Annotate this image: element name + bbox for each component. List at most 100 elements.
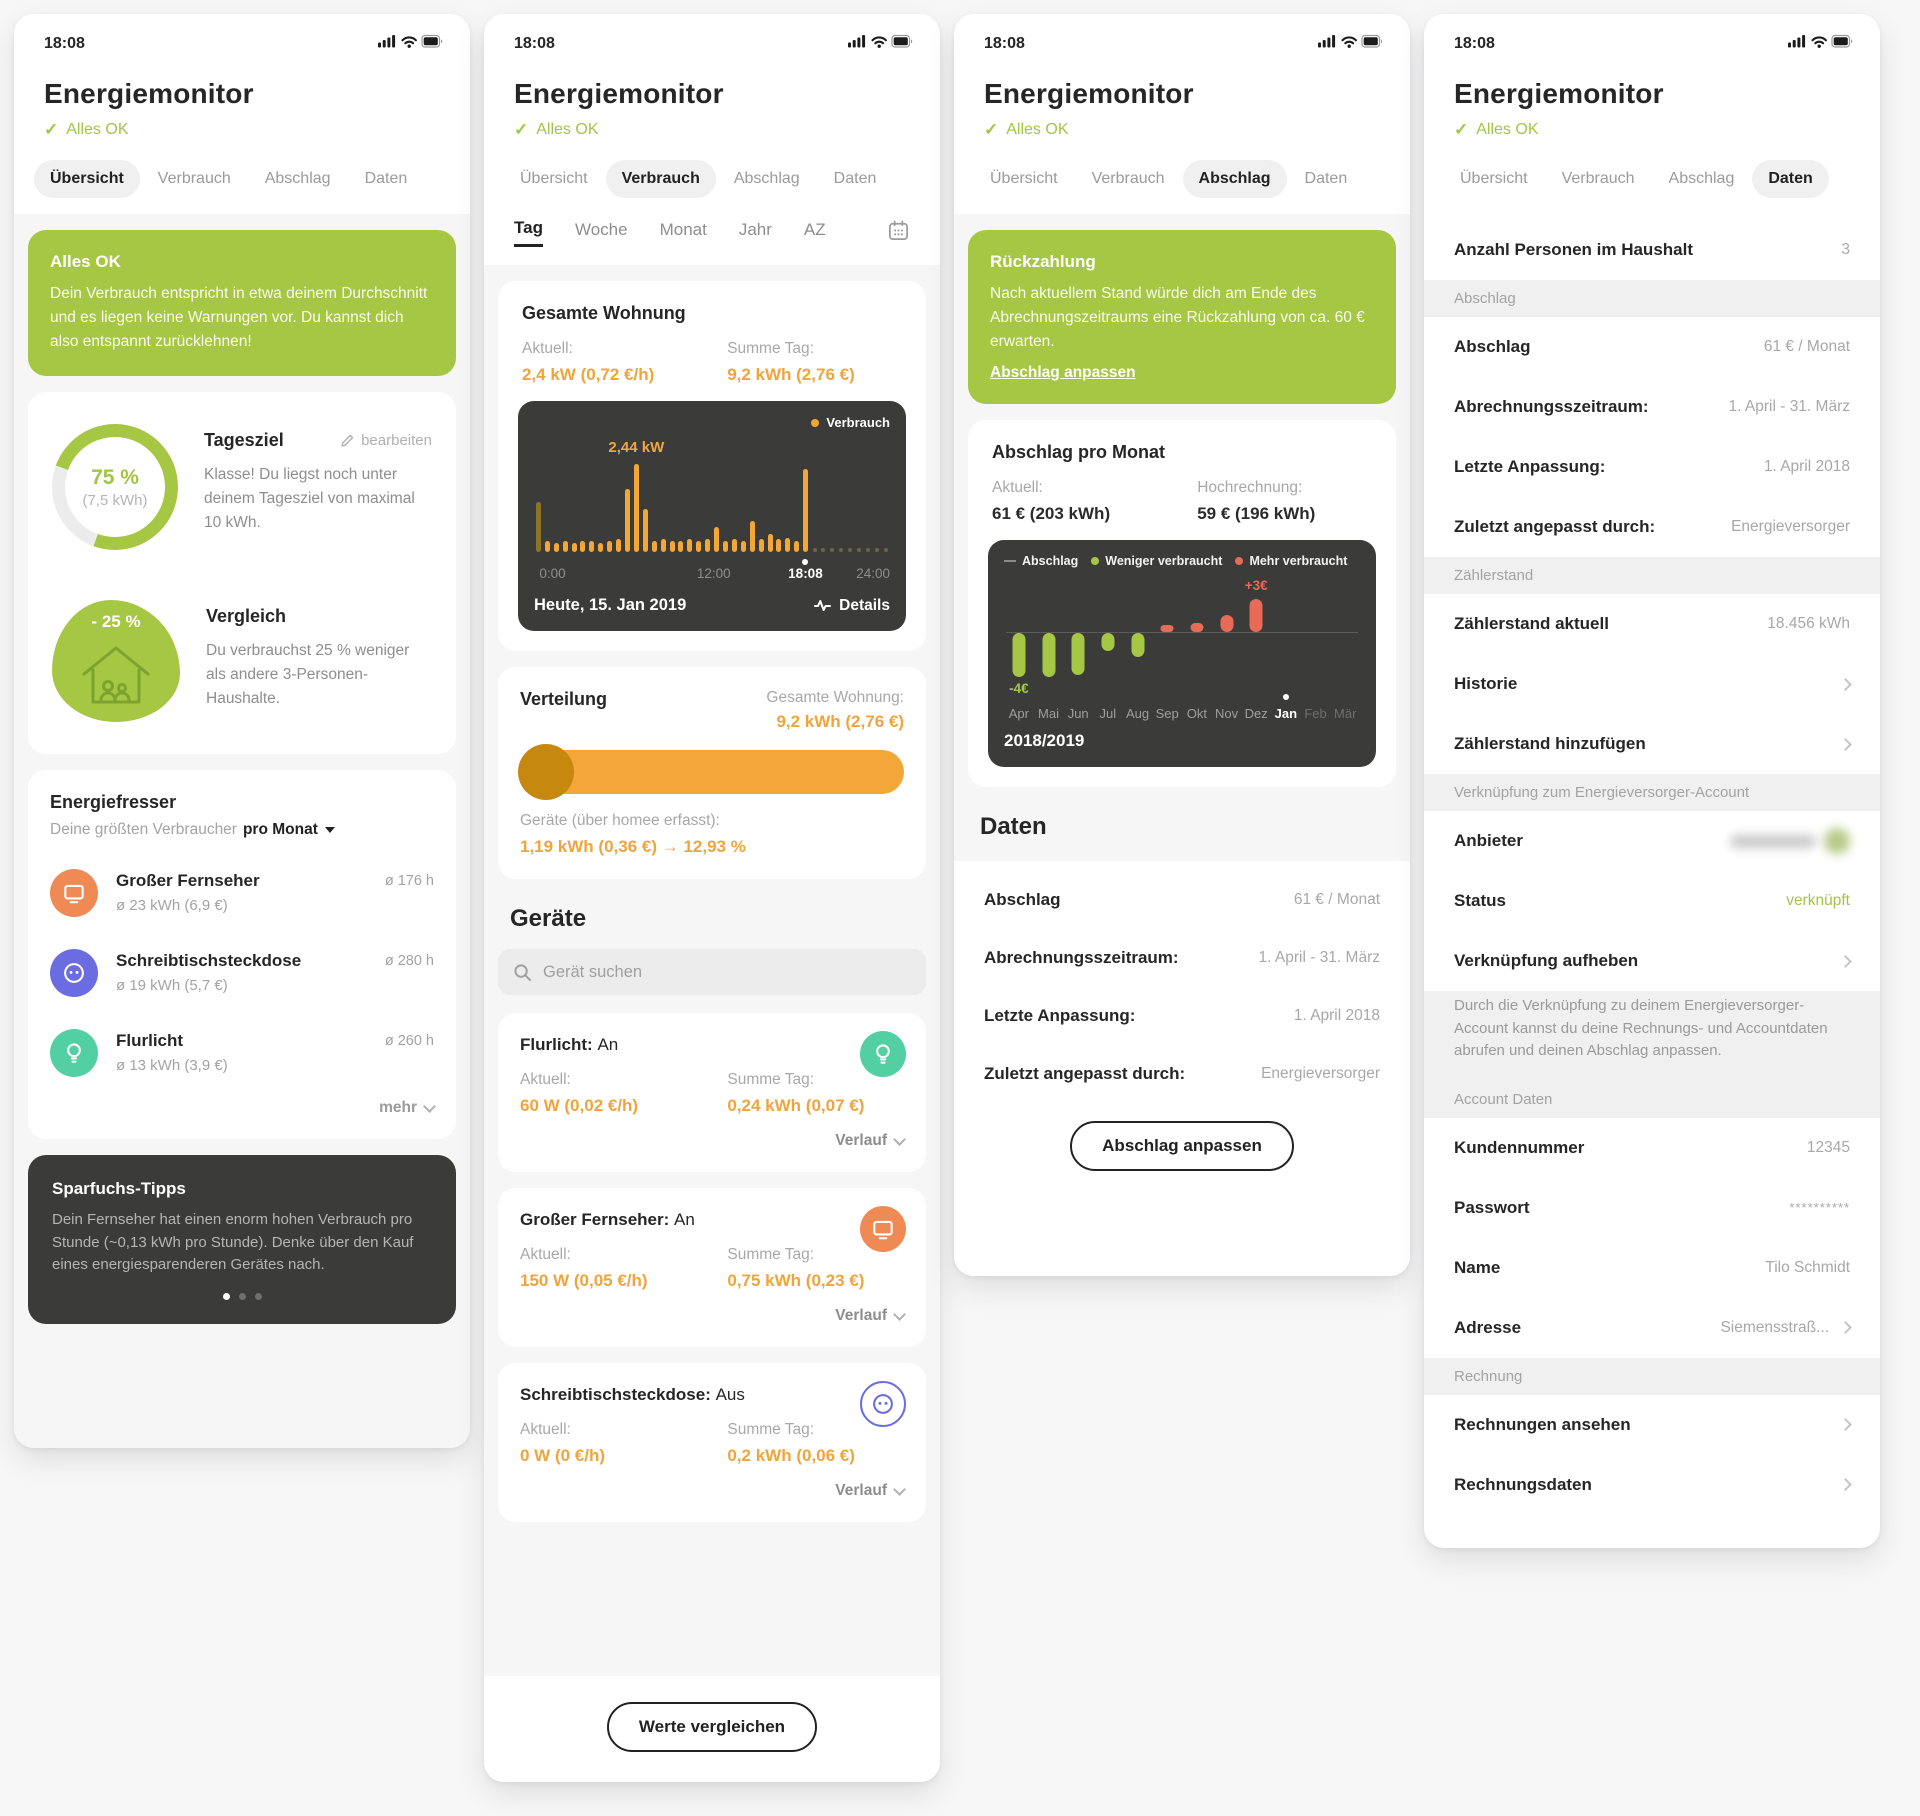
- distribution-bar: [518, 744, 904, 800]
- subtab-az[interactable]: AZ: [803, 219, 826, 239]
- settings-row-adresse[interactable]: Adresse Siemensstraß...: [1424, 1297, 1880, 1358]
- row-label: Zuletzt angepasst durch:: [984, 1064, 1186, 1084]
- signal-icon: [848, 42, 851, 48]
- edit-goal-button[interactable]: bearbeiten: [339, 432, 432, 449]
- list-item-flurlicht[interactable]: Flurlicht ø 13 kWh (3,9 €) ø 260 h: [50, 1013, 434, 1093]
- tab-daten[interactable]: Daten: [1752, 160, 1829, 198]
- abschlag-anpassen-link[interactable]: Abschlag anpassen: [990, 364, 1136, 382]
- verlauf-button[interactable]: Verlauf: [520, 1307, 906, 1325]
- bulb-icon: [876, 1044, 890, 1064]
- tab-verbrauch[interactable]: Verbrauch: [1561, 170, 1635, 187]
- abschlag-anpassen-button[interactable]: Abschlag anpassen: [1070, 1121, 1294, 1172]
- search-input[interactable]: [543, 962, 911, 982]
- page-dot[interactable]: [238, 1292, 246, 1300]
- row-value: 3: [1841, 241, 1850, 259]
- current-month-dot: [1282, 694, 1289, 701]
- summe-value: 9,2 kWh (2,76 €): [727, 365, 855, 384]
- value-text: **********: [1789, 1200, 1850, 1215]
- daten-section: Abschlag 61 € / Monat Abrechnungsszeitraum…: [954, 861, 1410, 1276]
- subtab-woche[interactable]: Woche: [574, 219, 628, 239]
- verteilung-right-label: Gesamte Wohnung:: [766, 689, 904, 706]
- tab-bersicht[interactable]: Übersicht: [1460, 170, 1528, 187]
- socket-icon[interactable]: [860, 1381, 906, 1427]
- rueckzahlung-body: Nach aktuellem Stand würde dich am Ende …: [990, 285, 1365, 351]
- tab-daten[interactable]: Daten: [833, 170, 877, 187]
- consumption-bar: [616, 539, 622, 552]
- settings-row-verkn-pfung-aufheben[interactable]: Verknüpfung aufheben: [1424, 931, 1880, 991]
- subtab-jahr[interactable]: Jahr: [738, 219, 772, 239]
- list-item-gro-er-fernseher[interactable]: Großer Fernseher ø 23 kWh (6,9 €) ø 176 h: [50, 853, 434, 933]
- consumption-bar: [740, 541, 746, 552]
- chevron-down-icon: [893, 1307, 906, 1321]
- content-area: Gesamte Wohnung Aktuell: 2,4 kW (0,72 €/…: [484, 265, 940, 1676]
- consumption-bar: [731, 539, 737, 552]
- tab-abschlag[interactable]: Abschlag: [1182, 160, 1287, 198]
- page-dot[interactable]: [254, 1292, 262, 1300]
- tab-bar: Übersicht Verbrauch Abschlag Daten: [14, 140, 470, 214]
- row-value: Tilo Schmidt: [1765, 1259, 1850, 1277]
- settings-row-status: Status verknüpft: [1424, 871, 1880, 931]
- tab-bersicht[interactable]: Übersicht: [34, 160, 140, 198]
- tab-abschlag[interactable]: Abschlag: [1668, 170, 1735, 187]
- tips-card: Sparfuchs-Tipps Dein Fernseher hat einen…: [28, 1155, 456, 1324]
- tab-abschlag[interactable]: Abschlag: [264, 170, 331, 187]
- status-icons: [848, 34, 914, 54]
- settings-row-historie[interactable]: Historie: [1424, 654, 1880, 714]
- tab-bar: Übersicht Verbrauch Abschlag Daten: [1424, 140, 1880, 214]
- month-label: Apr: [1008, 706, 1029, 722]
- month-label: Sep: [1155, 706, 1179, 722]
- month-label: Feb: [1304, 706, 1327, 722]
- less-consumed-bar: [1101, 633, 1115, 652]
- month-label: Okt: [1186, 706, 1207, 722]
- consumption-bar: [776, 539, 782, 552]
- tab-verbrauch[interactable]: Verbrauch: [157, 170, 231, 187]
- verlauf-button[interactable]: Verlauf: [520, 1132, 906, 1150]
- row-value: 1. April 2018: [1764, 458, 1850, 476]
- section-header-abschlag: Abschlag: [1424, 280, 1880, 317]
- month-label: Dez: [1244, 706, 1268, 722]
- details-button[interactable]: Details: [814, 597, 890, 615]
- tab-verbrauch[interactable]: Verbrauch: [1091, 170, 1165, 187]
- screen-uebersicht: 18:08 Energiemonitor ✓ Alles OK Übersich…: [14, 14, 470, 1448]
- verlauf-button[interactable]: Verlauf: [520, 1482, 906, 1500]
- consumption-bar: [714, 527, 720, 552]
- settings-row-anzahl-personen-im-haushalt[interactable]: Anzahl Personen im Haushalt 3: [1424, 220, 1880, 280]
- tab-daten[interactable]: Daten: [1304, 170, 1348, 187]
- subtab-tag[interactable]: Tag: [514, 218, 543, 247]
- consumption-bar: [625, 489, 631, 552]
- status-time: 18:08: [514, 35, 555, 52]
- consumption-bar: [651, 541, 657, 552]
- chart-year: 2018/2019: [1004, 731, 1085, 751]
- value-text: 18.456 kWh: [1767, 615, 1850, 632]
- calendar-icon[interactable]: [887, 219, 910, 247]
- bulb-icon[interactable]: [860, 1031, 906, 1077]
- tab-verbrauch[interactable]: Verbrauch: [605, 160, 716, 198]
- daten-heading: Daten: [980, 813, 1047, 841]
- page-dot[interactable]: [222, 1292, 230, 1300]
- consumption-bar: [803, 469, 809, 552]
- settings-row-rechnungsdaten[interactable]: Rechnungsdaten: [1424, 1454, 1880, 1515]
- subtab-monat[interactable]: Monat: [659, 219, 707, 239]
- wifi-icon: [871, 36, 887, 48]
- row-value: 61 € / Monat: [1293, 891, 1380, 909]
- device-card-title: Flurlicht: An: [520, 1035, 619, 1054]
- consumption-bar: [758, 539, 764, 552]
- chevron-right-icon: [1839, 954, 1852, 968]
- list-item-schreibtischsteckdose[interactable]: Schreibtischsteckdose ø 19 kWh (5,7 €) ø 2…: [50, 933, 434, 1013]
- value-text: 1. April - 31. März: [1728, 398, 1850, 415]
- tab-bersicht[interactable]: Übersicht: [520, 170, 588, 187]
- consumption-bar: [535, 502, 541, 552]
- tab-daten[interactable]: Daten: [364, 170, 408, 187]
- compare-values-button[interactable]: Werte vergleichen: [606, 1702, 818, 1752]
- settings-row-z-hlerstand-hinzuf-gen[interactable]: Zählerstand hinzufügen: [1424, 714, 1880, 774]
- settings-row-rechnungen-ansehen[interactable]: Rechnungen ansehen: [1424, 1394, 1880, 1455]
- tab-bersicht[interactable]: Übersicht: [990, 170, 1058, 187]
- tv-icon[interactable]: [860, 1206, 906, 1252]
- show-more-button[interactable]: mehr: [50, 1099, 436, 1117]
- period-filter-dropdown[interactable]: pro Monat: [243, 821, 335, 839]
- device-card-title: Großer Fernseher: An: [520, 1210, 695, 1229]
- signal-icon: [1788, 42, 1791, 48]
- value-text: 1. April 2018: [1763, 458, 1850, 475]
- tab-abschlag[interactable]: Abschlag: [733, 170, 800, 187]
- geraete-heading: Geräte: [510, 905, 587, 932]
